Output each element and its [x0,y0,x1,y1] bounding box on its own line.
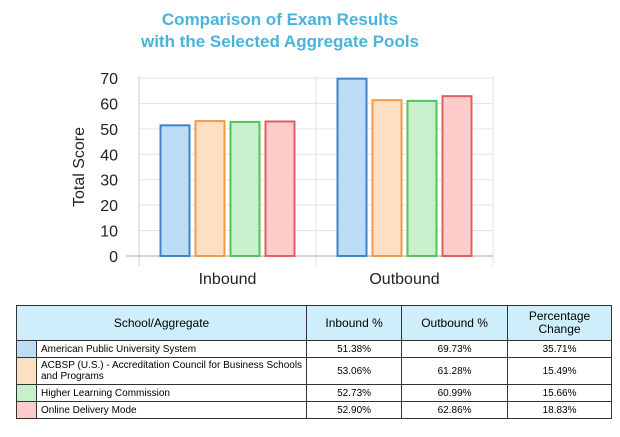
bar-inbound-3 [264,120,296,257]
table-header-row: School/Aggregate Inbound % Outbound % Pe… [15,305,612,341]
inbound-value: 52.90% [306,401,403,419]
bar-chart: 0 10 20 30 40 50 60 70 Total Score Inbound Outboun… [71,71,494,288]
bar-outbound-0 [336,77,368,257]
change-value: 18.83% [507,401,612,419]
x-category-label: Outbound [369,271,439,288]
y-tick-label: 40 [100,147,118,164]
outbound-value: 69.73% [401,340,509,358]
color-swatch [16,384,37,402]
school-name: ACBSP (U.S.) - Accreditation Council for… [35,357,308,385]
color-swatch [16,340,37,358]
school-name: American Public University System [35,340,308,358]
table-row: Online Delivery Mode 52.90% 62.86% 18.83… [16,401,612,419]
outbound-value: 62.86% [401,401,509,419]
school-name: Online Delivery Mode [35,401,308,419]
y-tick-label: 60 [100,96,118,113]
inbound-value: 53.06% [306,357,403,385]
bar-outbound-2 [406,99,438,257]
y-tick-label: 70 [100,71,118,88]
y-tick-label: 20 [100,198,118,215]
color-swatch [16,357,37,385]
outbound-value: 61.28% [401,357,509,385]
chart-title-line-1: Comparison of Exam Results [161,10,399,29]
header-outbound: Outbound % [401,305,509,341]
y-tick-label: 0 [109,249,118,266]
results-table: School/Aggregate Inbound % Outbound % Pe… [15,305,612,419]
bar-outbound-1 [371,99,403,257]
chart-title: Comparison of Exam Results with the Sele… [80,9,480,53]
header-school: School/Aggregate [15,305,308,341]
outbound-value: 60.99% [401,384,509,402]
table-row: American Public University System 51.38%… [16,340,612,358]
change-value: 15.66% [507,384,612,402]
bar-inbound-0 [159,124,191,257]
change-value: 35.71% [507,340,612,358]
bar-inbound-1 [194,120,226,257]
table-row: Higher Learning Commission 52.73% 60.99%… [16,384,612,402]
bar-inbound-2 [229,120,261,257]
y-tick-label: 30 [100,173,118,190]
school-name: Higher Learning Commission [35,384,308,402]
header-change: Percentage Change [507,305,612,341]
header-inbound: Inbound % [306,305,403,341]
y-axis-label: Total Score [71,127,88,207]
y-tick-label: 50 [100,122,118,139]
bar-outbound-3 [441,95,473,257]
inbound-value: 52.73% [306,384,403,402]
change-value: 15.49% [507,357,612,385]
table-row: ACBSP (U.S.) - Accreditation Council for… [16,357,612,385]
x-category-label: Inbound [199,271,257,288]
color-swatch [16,401,37,419]
inbound-value: 51.38% [306,340,403,358]
y-tick-label: 10 [100,224,118,241]
chart-title-line-2: with the Selected Aggregate Pools [140,32,420,51]
